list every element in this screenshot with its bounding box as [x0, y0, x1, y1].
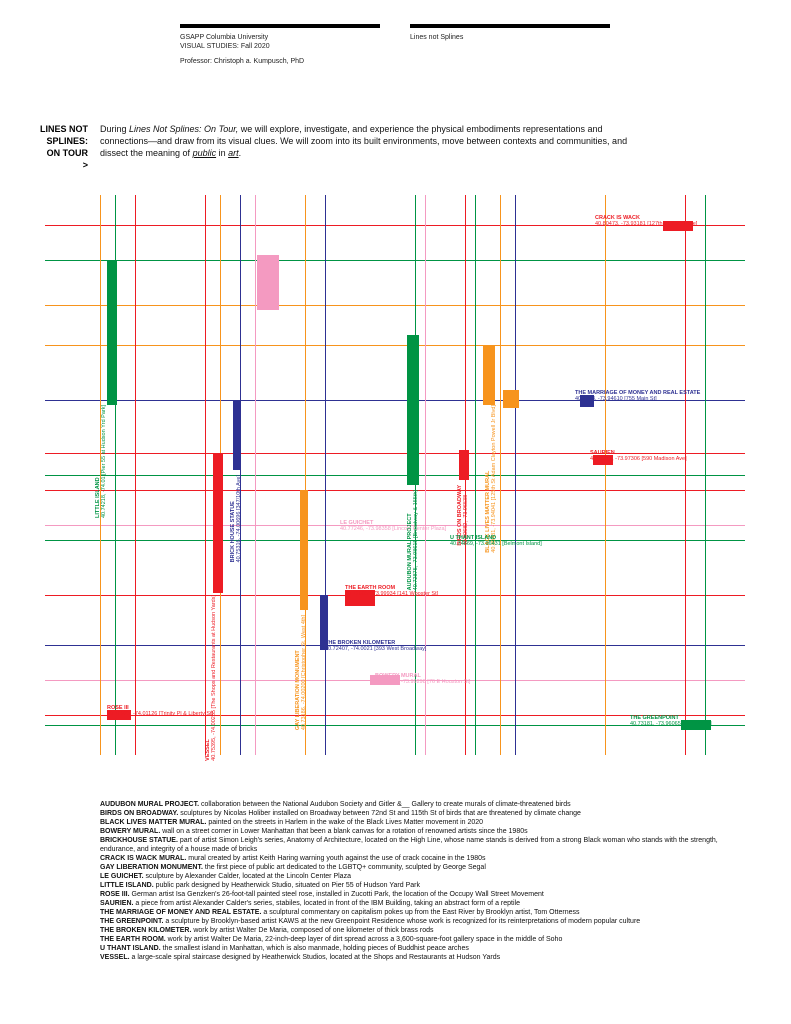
desc-row: THE BROKEN KILOMETER. work by artist Wal…: [100, 926, 740, 935]
desc-row: THE EARTH ROOM. work by artist Walter De…: [100, 935, 740, 944]
intro-text: During Lines Not Splines: On Tour, we wi…: [100, 123, 640, 159]
side-title: LINES NOT SPLINES: ON TOUR >: [8, 123, 88, 171]
side-l3: ON TOUR: [8, 147, 88, 159]
desc-row: GAY LIBERATION MONUMENT. the first piece…: [100, 863, 740, 872]
data-block: [300, 490, 308, 610]
chart-label: THE BROKEN KILOMETER40.72407, -74.0021 […: [325, 640, 426, 652]
chart-label: ROSE III40.70925, -74.01126 [Trinity Pl …: [107, 705, 213, 717]
chart-label: LITTLE ISLAND40.74218, -74.01 [Pier 55 a…: [95, 405, 107, 518]
gridline-v: [425, 195, 426, 755]
desc-row: U THANT ISLAND. the smallest island in M…: [100, 944, 740, 953]
desc-row: BLACK LIVES MATTER MURAL. painted on the…: [100, 818, 740, 827]
desc-row: LITTLE ISLAND. public park designed by H…: [100, 881, 740, 890]
desc-row: CRACK IS WACK MURAL. mural created by ar…: [100, 854, 740, 863]
chart-label: THE EARTH ROOM40.72605, -73.99934 [141 W…: [345, 585, 438, 597]
gridline-h: [45, 345, 745, 346]
gridline-h: [45, 305, 745, 306]
header-left-1: GSAPP Columbia University: [180, 34, 268, 41]
gridline-v: [705, 195, 706, 755]
chart-label: THE GREENPOINT40.73181, -73.96065 [21 In…: [630, 715, 712, 727]
data-block: [459, 450, 469, 480]
chart-label: THE MARRIAGE OF MONEY AND REAL ESTATE40.…: [575, 390, 700, 402]
chart-label: BOWERY MURAL40.72441, -73.99298 [76 E Ho…: [375, 673, 470, 685]
data-block: [107, 260, 117, 405]
gridline-v: [325, 195, 326, 755]
descriptions: AUDUBON MURAL PROJECT. collaboration bet…: [100, 800, 740, 962]
header-left-3: Professor: Christoph a. Kumpusch, PhD: [180, 58, 304, 65]
data-block: [213, 453, 223, 593]
header-bar-right: [410, 24, 610, 28]
chart-label: LE GUICHET40.77246, -73.98358 [Lincoln C…: [340, 520, 446, 532]
desc-row: BRICKHOUSE STATUE. part of artist Simon …: [100, 836, 740, 854]
header-right-1: Lines not Splines: [410, 34, 463, 41]
gridline-h: [45, 540, 745, 541]
gridline-v: [135, 195, 136, 755]
data-block: [257, 255, 279, 310]
desc-row: BOWERY MURAL. wall on a street corner in…: [100, 827, 740, 836]
desc-row: VESSEL. a large-scale spiral staircase d…: [100, 953, 740, 962]
desc-row: THE GREENPOINT. a sculpture by Brooklyn-…: [100, 917, 740, 926]
desc-row: BIRDS ON BROADWAY. sculptures by Nicolas…: [100, 809, 740, 818]
gridline-v: [515, 195, 516, 755]
desc-row: LE GUICHET. sculpture by Alexander Calde…: [100, 872, 740, 881]
gridline-h: [45, 260, 745, 261]
side-l2: SPLINES:: [8, 135, 88, 147]
chart-label: U THANT ISLAND40.74669, -73.96431 [Belmo…: [450, 535, 542, 547]
gridline-h: [45, 475, 745, 476]
gridline-v: [685, 195, 686, 755]
chart-label: SAURIEN40.76111, -73.97306 [590 Madison …: [590, 450, 687, 462]
header-left-2: VISUAL STUDIES: Fall 2020: [180, 43, 270, 50]
gridline-h: [45, 490, 745, 491]
header-bar-left: [180, 24, 380, 28]
gridline-v: [255, 195, 256, 755]
side-l4: >: [8, 159, 88, 171]
gridline-v: [605, 195, 606, 755]
side-l1: LINES NOT: [8, 123, 88, 135]
desc-row: ROSE III. German artist Isa Genzken's 26…: [100, 890, 740, 899]
chart-label: VESSEL40.75395, -74.00235 [The Shops and…: [205, 595, 217, 761]
chart-label: GAY LIBERATION MONUMENT40.73186, -74.002…: [295, 615, 307, 730]
chart-label: CRACK IS WACK40.80473, -73.93181 [127th …: [595, 215, 697, 227]
chart-diagram: CRACK IS WACK40.80473, -73.93181 [127th …: [45, 195, 745, 755]
gridline-v: [475, 195, 476, 755]
desc-row: AUDUBON MURAL PROJECT. collaboration bet…: [100, 800, 740, 809]
data-block: [503, 390, 519, 408]
chart-label: BLACK LIVES MATTER MURAL40.80481, -73.94…: [485, 405, 497, 553]
data-block: [233, 400, 241, 470]
gridline-v: [500, 195, 501, 755]
data-block: [483, 345, 495, 405]
chart-label: BRICK HOUSE STATUE40.75316, -74.00696 [3…: [230, 475, 242, 562]
desc-row: THE MARRIAGE OF MONEY AND REAL ESTATE. a…: [100, 908, 740, 917]
desc-row: SAURIEN. a piece from artist Alexander C…: [100, 899, 740, 908]
chart-label: AUDUBON MURAL PROJECT40.72875, -73.98615…: [407, 490, 419, 590]
data-block: [407, 335, 419, 485]
